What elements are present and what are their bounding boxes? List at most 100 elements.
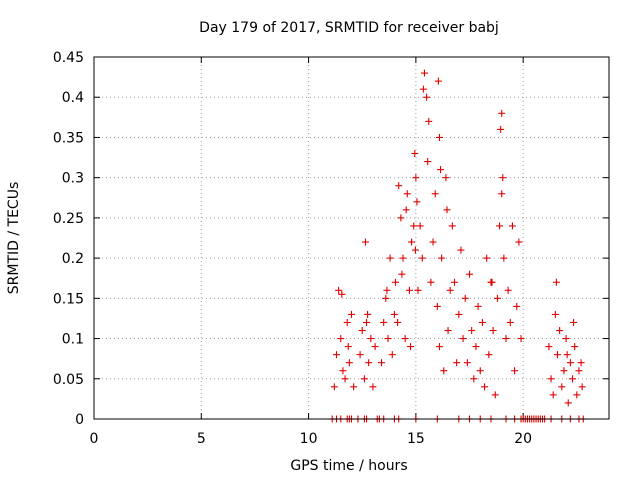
data-point	[549, 391, 557, 399]
data-point	[348, 310, 355, 318]
data-point	[511, 367, 519, 375]
data-point	[483, 254, 491, 262]
data-point	[407, 343, 415, 351]
data-point	[504, 286, 512, 294]
data-point	[413, 198, 421, 206]
data-point	[508, 222, 516, 230]
data-point	[410, 222, 418, 230]
data-point	[470, 375, 478, 383]
data-point	[338, 290, 346, 298]
data-point	[443, 206, 451, 214]
y-tick-label: 0.25	[53, 211, 84, 227]
data-point	[577, 359, 585, 367]
data-point	[361, 238, 369, 246]
data-point	[547, 375, 555, 383]
data-point	[497, 125, 505, 133]
data-point	[339, 367, 347, 375]
tick-layer: 0 5 10 15 20 0 0.05 0.1 0.15 0.2 0.25 0.3 0.35 0.4 0.4…	[53, 50, 609, 447]
data-point	[358, 327, 366, 335]
data-point	[408, 238, 416, 246]
data-point	[411, 246, 419, 254]
data-point	[491, 391, 499, 399]
y-tick-label: 0.1	[62, 332, 84, 348]
data-point	[499, 174, 507, 182]
data-point	[578, 383, 586, 391]
data-point	[506, 318, 514, 326]
data-point	[440, 367, 448, 375]
x-tick-label: 10	[300, 431, 318, 447]
data-point	[427, 278, 435, 286]
data-point	[386, 254, 394, 262]
data-point	[498, 109, 506, 117]
data-point	[380, 318, 388, 326]
data-point	[498, 190, 506, 198]
data-point	[390, 310, 398, 318]
data-point	[563, 351, 571, 359]
data-point	[478, 318, 486, 326]
data-point	[365, 359, 373, 367]
data-point	[500, 254, 508, 262]
data-point	[554, 351, 561, 359]
x-axis-label: GPS time / hours	[290, 458, 407, 474]
data-point	[502, 335, 510, 343]
data-point	[517, 335, 525, 343]
data-point	[481, 383, 489, 391]
data-point	[350, 383, 358, 391]
data-point	[435, 133, 443, 141]
y-axis-label: SRMTID / TECUs	[6, 182, 22, 295]
data-point	[466, 270, 474, 278]
data-point	[573, 391, 581, 399]
data-point	[391, 278, 399, 286]
data-point	[394, 318, 402, 326]
data-point	[378, 359, 386, 367]
data-point	[369, 383, 377, 391]
data-point	[414, 286, 422, 294]
data-point	[344, 343, 352, 351]
data-point	[438, 254, 446, 262]
data-point	[403, 190, 411, 198]
data-point	[345, 359, 353, 367]
x-tick-label: 15	[407, 431, 425, 447]
data-point	[423, 93, 431, 101]
data-point	[383, 286, 391, 294]
data-point	[388, 351, 396, 359]
data-point	[433, 302, 441, 310]
data-point	[401, 335, 409, 343]
y-tick-label: 0.2	[62, 251, 84, 267]
data-point	[558, 383, 566, 391]
data-point	[364, 310, 372, 318]
chart-title: Day 179 of 2017, SRMTID for receiver bab…	[199, 20, 499, 36]
data-point	[448, 222, 456, 230]
data-point	[444, 327, 452, 335]
data-point	[411, 150, 419, 158]
data-point	[371, 343, 379, 351]
data-point	[412, 174, 420, 182]
y-tick-label: 0.35	[53, 130, 84, 146]
data-point	[545, 343, 553, 351]
data-point	[330, 383, 338, 391]
y-tick-label: 0	[75, 412, 84, 428]
data-point	[488, 278, 496, 286]
data-point	[435, 343, 443, 351]
data-point	[562, 335, 570, 343]
y-tick-label: 0.3	[62, 171, 84, 187]
data-point	[332, 351, 340, 359]
data-point	[399, 254, 407, 262]
data-point	[570, 318, 578, 326]
grid-layer	[94, 57, 609, 419]
y-tick-label: 0.4	[62, 90, 84, 106]
data-point	[461, 294, 469, 302]
data-point	[569, 375, 577, 383]
data-point	[337, 335, 345, 343]
data-point	[552, 278, 560, 286]
data-point	[431, 190, 439, 198]
y-tick-label: 0.15	[53, 291, 84, 307]
data-point	[457, 246, 465, 254]
data-point	[575, 367, 583, 375]
data-point	[395, 182, 403, 190]
data-point	[564, 399, 572, 407]
y-tick-label: 0.05	[53, 372, 84, 388]
data-point	[367, 335, 375, 343]
data-point	[363, 318, 371, 326]
data-point	[476, 367, 484, 375]
